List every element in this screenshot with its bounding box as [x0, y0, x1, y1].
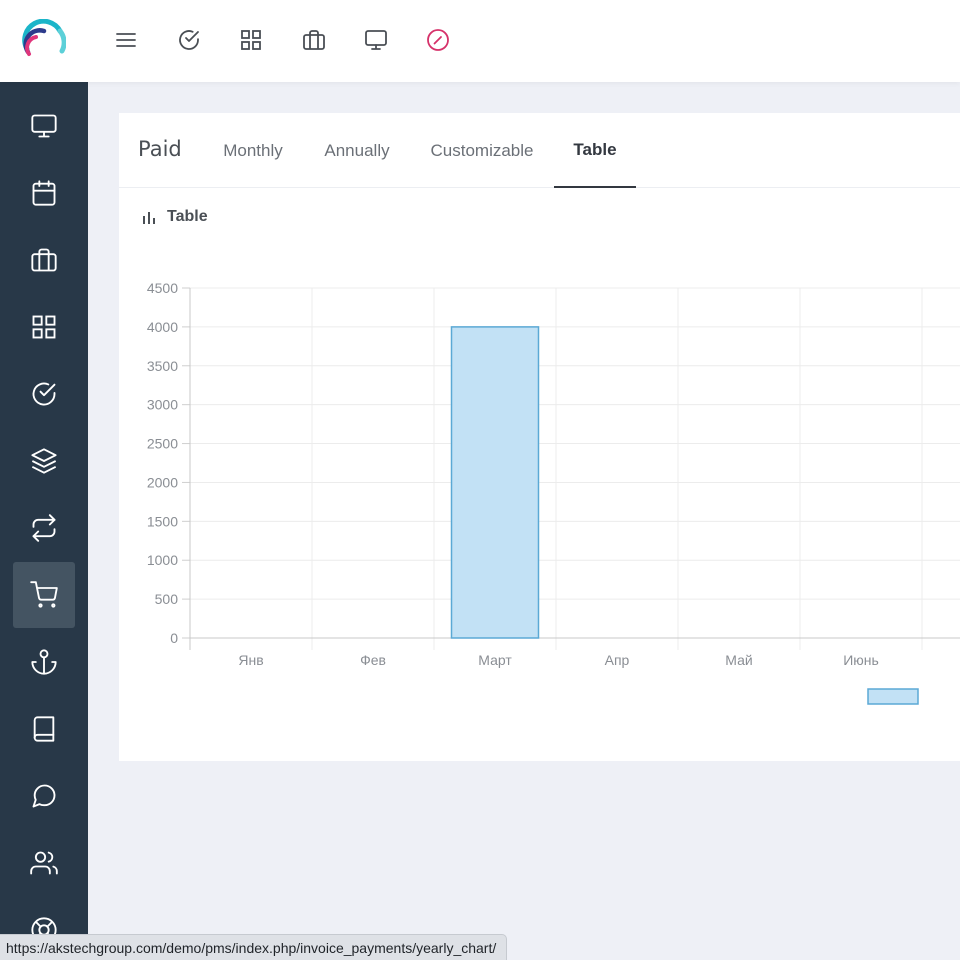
status-url: https://akstechgroup.com/demo/pms/index.… — [0, 934, 508, 960]
bar-Март[interactable] — [450, 326, 540, 639]
book-icon — [33, 716, 55, 742]
y-tick-label: 2500 — [147, 436, 178, 452]
sidebar-item-messages[interactable] — [13, 763, 75, 829]
app-logo[interactable] — [0, 0, 88, 82]
legend-swatch[interactable] — [867, 688, 919, 705]
chart-title: Table — [167, 208, 208, 225]
monitor-icon[interactable] — [358, 22, 394, 58]
briefcase-icon[interactable] — [296, 22, 332, 58]
sidebar-item-tasks[interactable] — [13, 361, 75, 427]
sidebar-item-users[interactable] — [13, 830, 75, 896]
sidebar-item-repeat[interactable] — [13, 495, 75, 561]
y-tick-label: 1000 — [147, 552, 178, 568]
tab-customizable[interactable]: Customizable — [430, 140, 534, 160]
sidebar-item-calendar[interactable] — [13, 160, 75, 226]
briefcase-icon — [31, 248, 57, 272]
x-tick-label: Янв — [238, 652, 263, 668]
card-title: Paid — [138, 137, 182, 161]
tab-monthly[interactable]: Monthly — [223, 140, 283, 160]
bar-chart: 0 500 1000 1500 2000 2500 3000 3500 4000 4500 Янв Ф… — [147, 280, 960, 705]
chart-heading: Table — [141, 206, 208, 228]
y-tick-label: 3000 — [147, 397, 178, 413]
sidebar-item-monitor[interactable] — [13, 93, 75, 159]
logo-icon — [22, 19, 66, 56]
y-tick-label: 4000 — [147, 319, 178, 335]
sidebar-item-layers[interactable] — [13, 428, 75, 494]
sidebar-item-briefcase[interactable] — [13, 227, 75, 293]
layers-icon — [31, 448, 57, 474]
monitor-icon — [31, 114, 57, 138]
check-circle-icon[interactable] — [171, 22, 207, 58]
bar-chart-icon — [143, 212, 155, 224]
y-tick-label: 4500 — [147, 280, 178, 296]
x-tick-label: Июнь — [843, 652, 879, 668]
sidebar — [0, 82, 88, 960]
sidebar-item-anchor[interactable] — [13, 629, 75, 695]
check-circle-icon — [32, 382, 56, 406]
sidebar-item-book[interactable] — [13, 696, 75, 762]
x-tick-label: Апр — [605, 652, 630, 668]
users-icon — [30, 851, 58, 875]
y-tick-label: 0 — [170, 630, 178, 646]
tab-annually[interactable]: Annually — [324, 140, 390, 160]
y-tick-label: 500 — [155, 591, 179, 607]
chart-card: Paid Monthly Annually Customizable Table… — [119, 113, 960, 761]
card-header: Paid Monthly Annually Customizable Table — [119, 113, 960, 188]
x-tick-label: Фев — [360, 652, 386, 668]
menu-icon[interactable] — [108, 22, 144, 58]
sidebar-item-grid[interactable] — [13, 294, 75, 360]
top-bar — [0, 0, 960, 82]
x-tick-label: Май — [725, 652, 752, 668]
sidebar-item-cart[interactable] — [13, 562, 75, 628]
message-icon — [32, 784, 56, 808]
y-tick-label: 2000 — [147, 474, 178, 490]
anchor-icon — [31, 649, 57, 675]
calendar-icon — [32, 180, 56, 206]
grid-icon — [32, 315, 56, 339]
tab-table[interactable]: Table — [554, 113, 636, 188]
y-tick-label: 1500 — [147, 513, 178, 529]
cart-icon — [30, 581, 58, 608]
dashboard-gauge-icon[interactable] — [420, 22, 456, 58]
x-tick-label: Март — [478, 652, 512, 668]
repeat-icon — [32, 514, 56, 542]
y-tick-label: 3500 — [147, 358, 178, 374]
grid-icon[interactable] — [233, 22, 269, 58]
